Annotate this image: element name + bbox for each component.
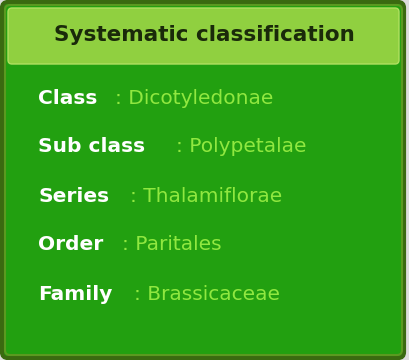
FancyBboxPatch shape (2, 2, 404, 358)
Text: Family: Family (38, 284, 112, 303)
Text: Order: Order (38, 235, 103, 255)
FancyBboxPatch shape (8, 8, 399, 64)
Text: : Polypetalae: : Polypetalae (176, 138, 307, 157)
Text: Sub class: Sub class (38, 138, 145, 157)
Text: : Paritales: : Paritales (122, 235, 222, 255)
Text: : Dicotyledonae: : Dicotyledonae (115, 89, 273, 108)
Text: : Brassicaceae: : Brassicaceae (134, 284, 280, 303)
Text: : Thalamiflorae: : Thalamiflorae (130, 186, 282, 206)
Text: Systematic classification: Systematic classification (54, 25, 354, 45)
Text: Class: Class (38, 89, 97, 108)
Text: Series: Series (38, 186, 109, 206)
